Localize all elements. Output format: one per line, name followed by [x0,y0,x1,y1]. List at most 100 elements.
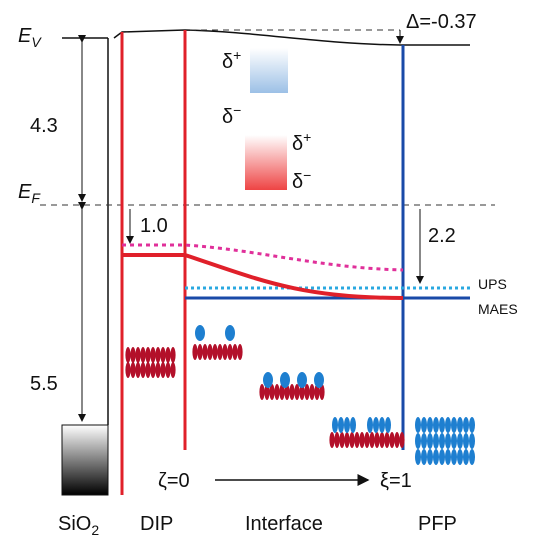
subscript: F [31,190,41,206]
page: {"levels": {"vacuum": {"symbol": "E", "s… [0,0,540,540]
region-label: PFP [418,513,457,535]
molecule [130,362,135,378]
molecule [294,384,299,400]
symbol: δ [292,133,303,155]
molecule [155,362,160,378]
molecule [165,362,170,378]
molecule [170,347,175,363]
molecule [150,362,155,378]
subscript: 2 [91,522,99,538]
molecule [135,362,140,378]
dip-molecule [245,135,287,190]
molecule [338,417,344,433]
symbol: δ [222,51,233,73]
molecule [344,417,350,433]
molecule [384,432,389,448]
molecule [364,432,369,448]
dipole-label: δ+ [292,129,311,155]
molecule [469,417,475,433]
molecule [427,449,433,465]
molecule [140,362,145,378]
molecule [379,417,385,433]
molecule [415,449,421,465]
coordinate-label: ξ=1 [380,470,412,492]
molecule [207,344,212,360]
offset-label: 4.3 [30,115,58,137]
molecule [369,432,374,448]
molecule [379,432,384,448]
molecule [145,347,150,363]
molecule [445,449,451,465]
molecule [463,433,469,449]
molecule [280,372,290,388]
molecule [463,449,469,465]
molecule [359,432,364,448]
molecule [329,432,334,448]
molecule [349,432,354,448]
molecule [339,432,344,448]
subscript: V [31,34,42,50]
superscript: − [303,167,311,183]
molecule [433,433,439,449]
molecule [427,433,433,449]
molecule [222,344,227,360]
molecule [373,417,379,433]
molecule [202,344,207,360]
molecule [399,432,404,448]
molecule [433,417,439,433]
dipole-label: δ+ [222,47,241,73]
offset-label: 2.2 [428,225,456,247]
dipole-label: δ− [222,102,241,128]
dip-maes-level [122,255,403,298]
molecule [227,344,232,360]
molecule [469,433,475,449]
superscript: − [233,102,241,118]
sio2-box [62,425,108,495]
molecule [439,449,445,465]
molecule [332,417,338,433]
molecule [140,347,145,363]
molecule [297,372,307,388]
text: SiO [58,513,91,535]
molecule [274,384,279,400]
maes-label: MAES [478,301,518,317]
molecule [350,417,356,433]
molecule [457,433,463,449]
molecule [433,449,439,465]
superscript: + [233,47,241,63]
molecule [232,344,237,360]
symbol: E [18,181,32,203]
symbol: δ [292,171,303,193]
molecule [170,362,175,378]
molecule [389,432,394,448]
molecule [439,433,445,449]
molecule [415,433,421,449]
molecule [125,347,130,363]
coordinate-label: ζ=0 [158,470,190,492]
pfp-molecule [250,48,288,93]
molecule [212,344,217,360]
delta-label: Δ=-0.37 [406,11,477,33]
molecule [160,347,165,363]
molecule [334,432,339,448]
molecule [451,433,457,449]
molecule [451,449,457,465]
region-label: Interface [245,513,323,535]
molecule [445,417,451,433]
fermi-label: EF [18,181,41,206]
molecule [155,347,160,363]
molecule [415,417,421,433]
superscript: + [303,129,311,145]
molecule [344,432,349,448]
symbol: E [18,25,32,47]
molecule [394,432,399,448]
molecule [125,362,130,378]
molecule [195,325,205,341]
molecule [197,344,202,360]
molecule [259,384,264,400]
molecule [427,417,433,433]
molecule [445,433,451,449]
molecule [304,384,309,400]
molecule [314,372,324,388]
ups-label: UPS [478,276,507,292]
